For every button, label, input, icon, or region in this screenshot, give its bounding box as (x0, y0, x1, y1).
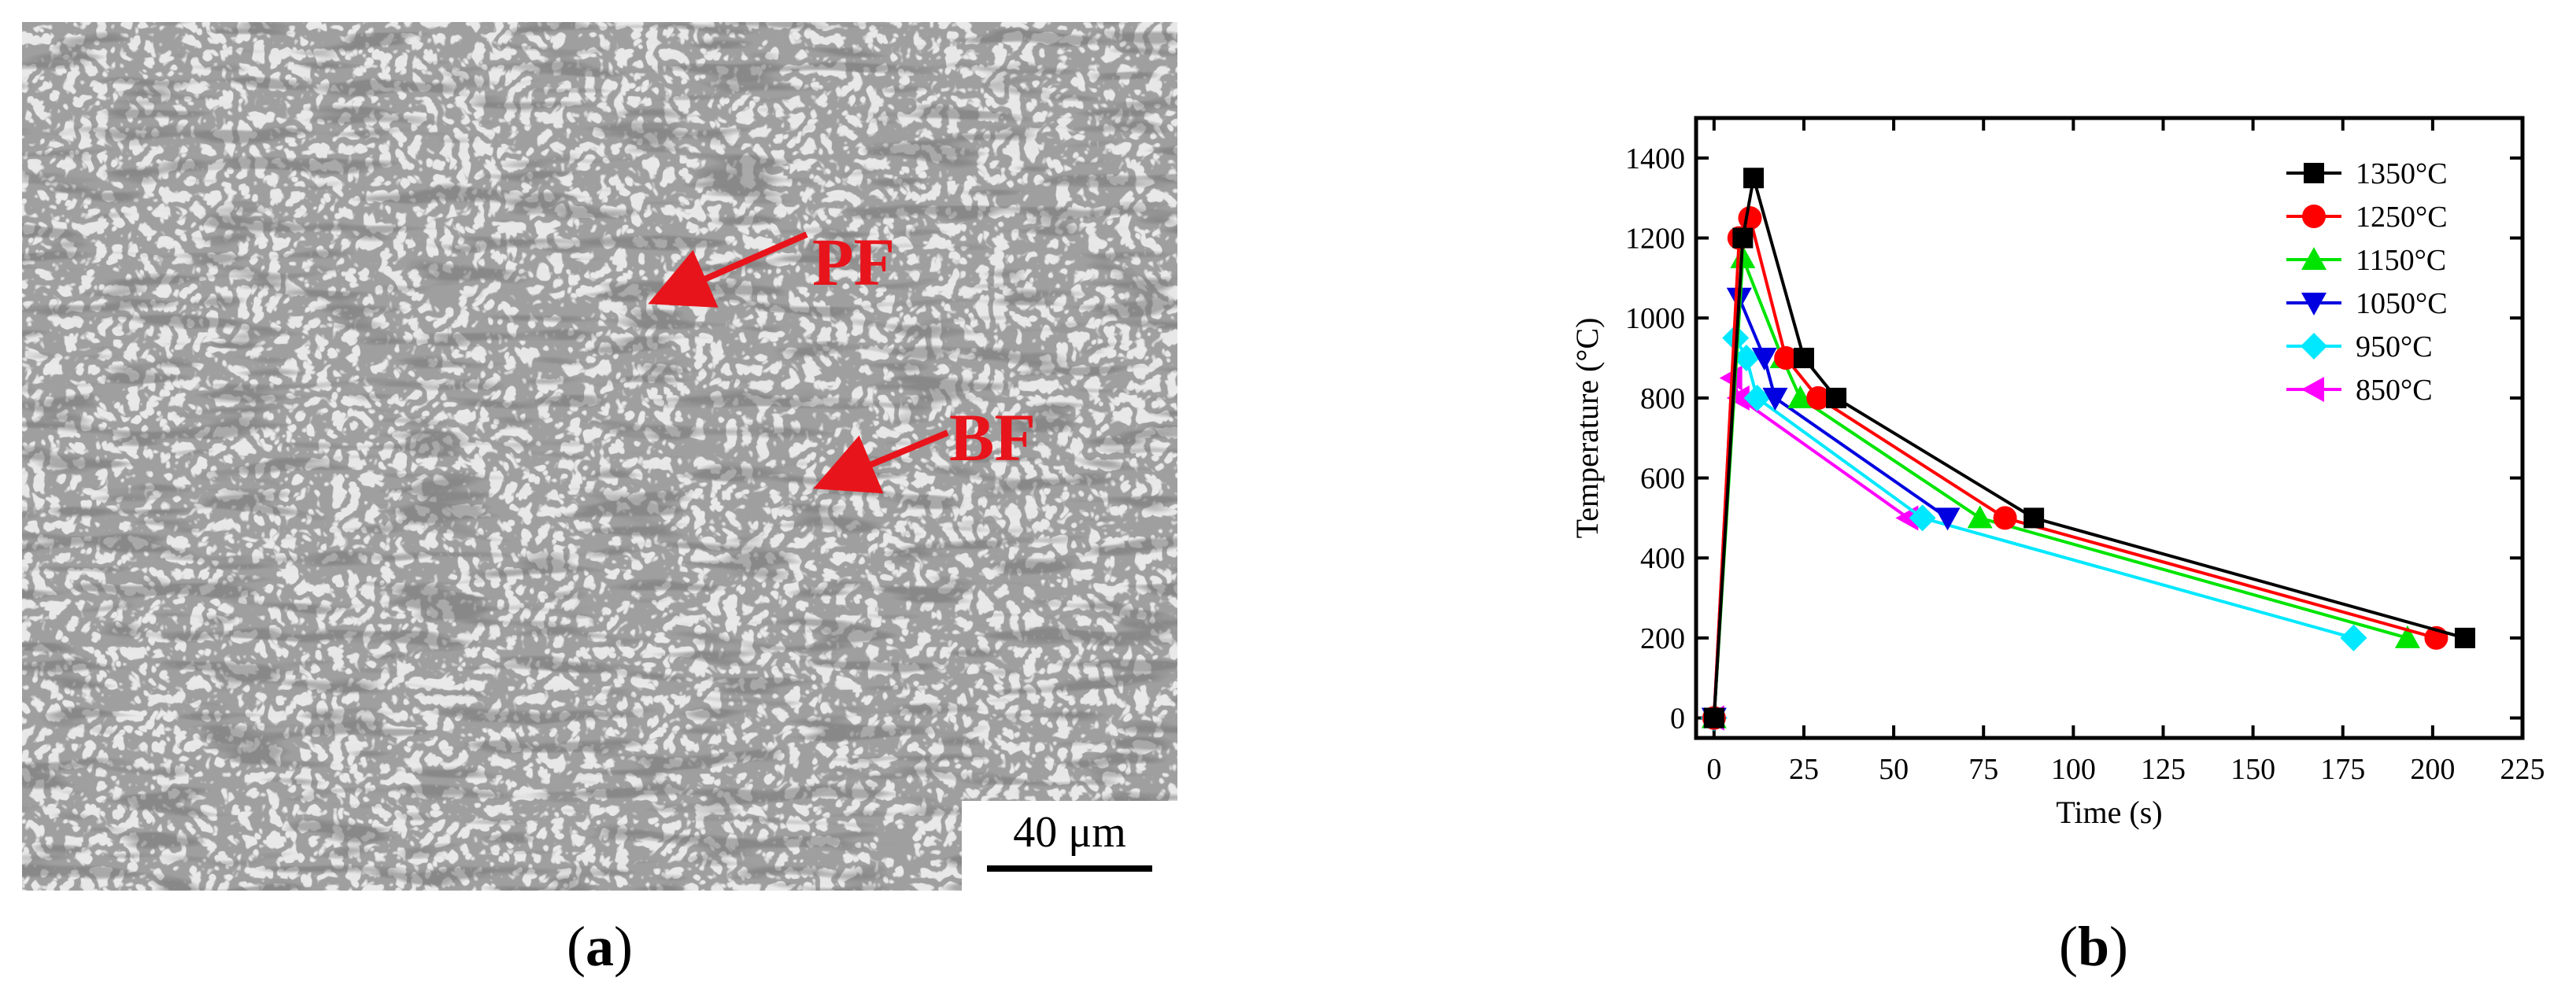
data-point (1793, 348, 1814, 369)
data-point (2023, 507, 2045, 529)
caption-a: (a) (567, 915, 633, 978)
scale-bar-box (962, 801, 1177, 891)
x-axis-label: Time (s) (2056, 795, 2162, 830)
data-point (1762, 387, 1788, 411)
micrograph-panel: PF BF 40 μm (22, 22, 1177, 891)
y-tick-label: 800 (1640, 382, 1685, 415)
y-tick-label: 1400 (1625, 142, 1685, 175)
data-point (1826, 387, 1847, 408)
data-point (1743, 384, 1771, 411)
y-tick-label: 0 (1670, 703, 1685, 736)
y-tick-label: 1200 (1625, 223, 1685, 256)
pf-arrow (648, 231, 808, 308)
legend-label: 1150°C (2356, 244, 2446, 277)
x-tick-label: 25 (1789, 753, 1819, 786)
data-point (1787, 385, 1813, 408)
y-tick-label: 1000 (1625, 302, 1685, 335)
legend-marker (2301, 293, 2327, 315)
legend-marker (2301, 377, 2324, 402)
data-point (1732, 227, 1754, 249)
data-point (1703, 707, 1724, 729)
x-tick-label: 125 (2141, 753, 2186, 786)
data-point (2394, 625, 2420, 648)
pf-label: PF (812, 224, 895, 300)
bf-arrow (813, 430, 949, 494)
data-point (1806, 385, 1831, 410)
legend-label: 1050°C (2356, 287, 2448, 320)
y-tick-label: 600 (1640, 463, 1685, 496)
legend-label: 1250°C (2356, 201, 2448, 234)
series-line (1712, 377, 1909, 718)
data-point (1751, 348, 1777, 371)
data-point (1732, 345, 1760, 372)
data-point (1909, 504, 1936, 532)
data-point (1743, 168, 1765, 189)
data-point (2340, 624, 2367, 651)
y-tick-label: 400 (1640, 542, 1685, 575)
x-tick-label: 200 (2410, 753, 2455, 786)
data-point (1935, 507, 1961, 531)
bf-label: BF (949, 400, 1036, 475)
legend-marker (2304, 163, 2324, 183)
data-point (2454, 627, 2475, 648)
data-point (1738, 206, 1762, 231)
plot-frame (1694, 116, 2525, 740)
series-line (1712, 257, 2408, 718)
y-tick-label: 200 (1640, 622, 1685, 655)
x-tick-label: 150 (2230, 753, 2275, 786)
data-point (1993, 506, 2017, 530)
data-point (1967, 505, 1993, 529)
data-point (1774, 346, 1798, 371)
x-tick-label: 100 (2051, 753, 2096, 786)
y-axis-label: Temperature (°C) (1569, 318, 1605, 539)
legend-label: 1350°C (2356, 157, 2448, 190)
data-point (1726, 385, 1750, 411)
x-tick-label: 50 (1879, 753, 1909, 786)
legend-label: 950°C (2356, 330, 2433, 363)
x-tick-label: 225 (2500, 753, 2545, 786)
x-tick-label: 0 (1706, 753, 1721, 786)
legend-marker (2301, 333, 2327, 360)
caption-b: (b) (2058, 915, 2128, 978)
x-tick-label: 75 (1968, 753, 1998, 786)
x-tick-label: 175 (2320, 753, 2365, 786)
legend-label: 850°C (2356, 374, 2433, 407)
scale-bar-label: 40 μm (1013, 808, 1126, 857)
legend-marker (2301, 247, 2327, 270)
micrograph-texture-dark (22, 22, 1177, 891)
legend-marker (2302, 205, 2326, 228)
series-line (1712, 213, 2437, 718)
